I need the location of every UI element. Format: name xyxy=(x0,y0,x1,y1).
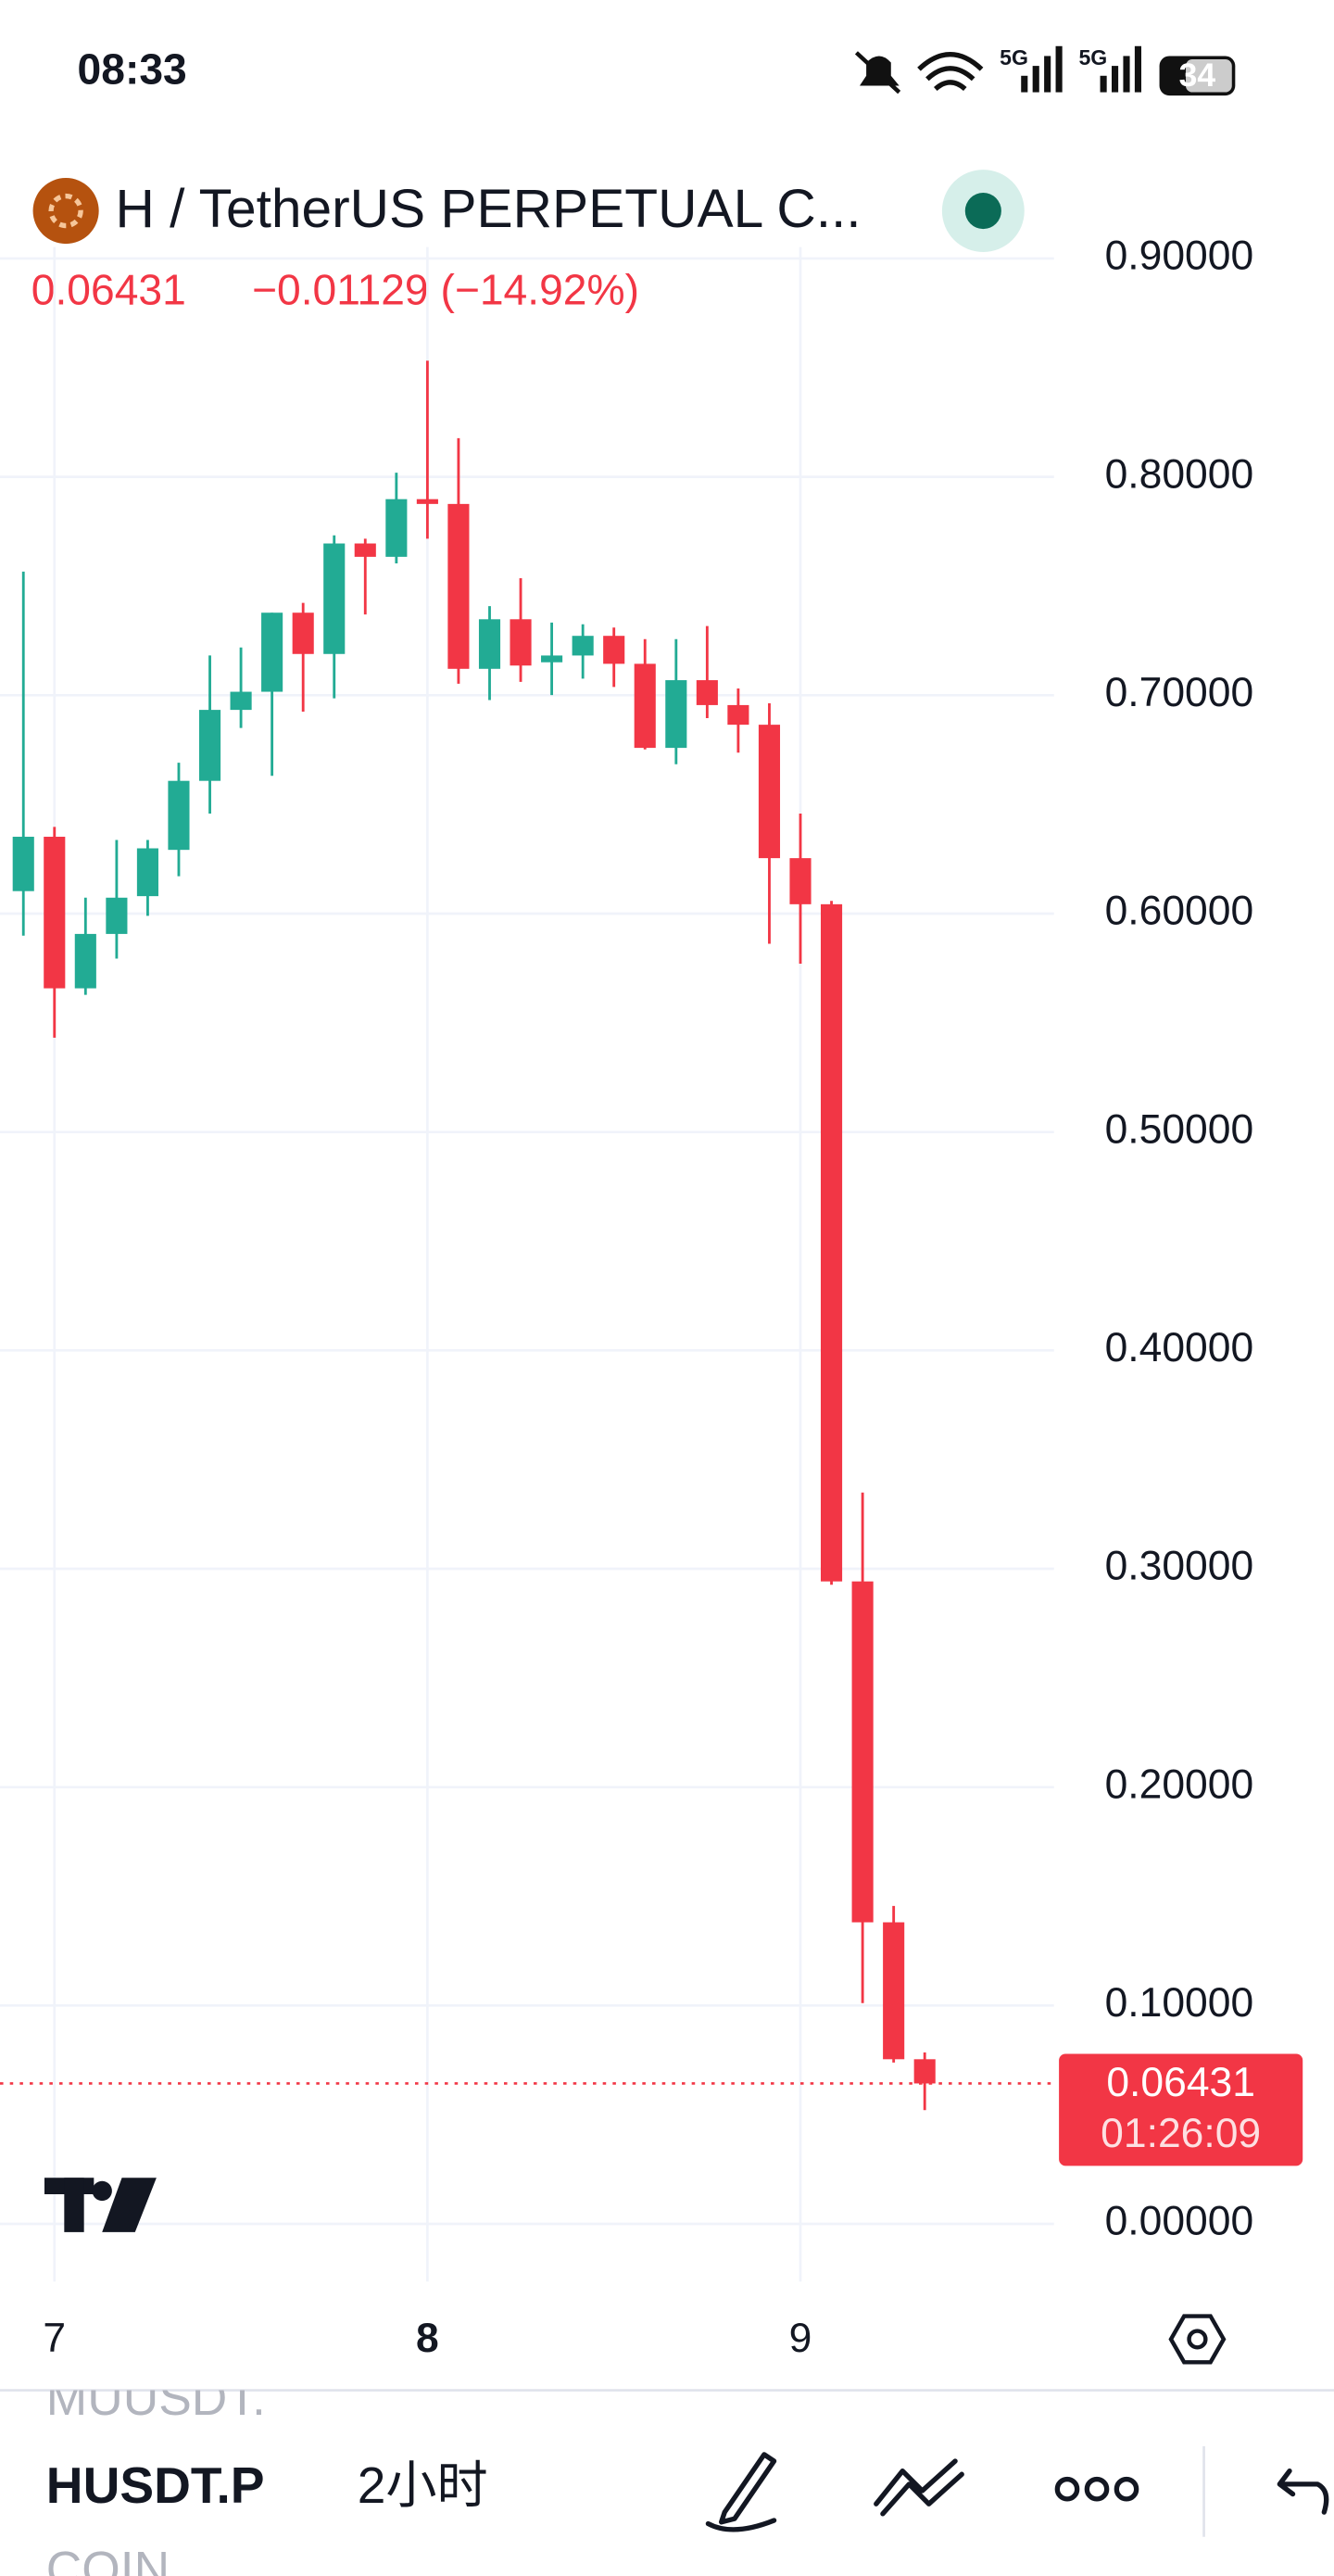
plot-area: 0.90000 0.80000 0.70000 0.60000 0.50000 0.400… xyxy=(0,234,1303,2361)
candle-body xyxy=(665,680,687,749)
y-tick-label: 0.40000 xyxy=(1105,1325,1254,1370)
candle-body xyxy=(572,636,594,656)
undo-button[interactable] xyxy=(1277,2469,1329,2515)
candle-body xyxy=(74,933,96,989)
draw-button[interactable] xyxy=(705,2452,777,2532)
candle-body xyxy=(416,499,438,504)
y-tick-label: 0.10000 xyxy=(1105,1980,1254,2026)
y-tick-label: 0.90000 xyxy=(1105,234,1254,279)
candle-body xyxy=(323,543,346,654)
indicators-button[interactable] xyxy=(874,2458,964,2517)
wifi-icon xyxy=(917,52,984,92)
coin-logo xyxy=(32,178,99,245)
market-status-dot xyxy=(964,193,1001,230)
candle-body xyxy=(198,710,221,781)
network-label: 5G xyxy=(1078,45,1107,69)
candle-body xyxy=(447,503,470,669)
candle-body xyxy=(851,1581,874,1923)
candle-body xyxy=(541,655,563,663)
y-tick-label: 0.00000 xyxy=(1105,2199,1254,2244)
candle-body xyxy=(106,897,128,934)
interval-button[interactable]: 2小时 xyxy=(358,2456,488,2514)
network-label: 5G xyxy=(1000,45,1028,69)
candle-body xyxy=(292,612,314,654)
candle-body xyxy=(603,636,625,664)
candle-countdown: 01:26:09 xyxy=(1101,2111,1261,2156)
candle-body xyxy=(261,612,283,692)
y-tick-label: 0.30000 xyxy=(1105,1544,1254,1589)
more-button[interactable] xyxy=(1114,2476,1139,2502)
coin-logo-mark xyxy=(48,193,83,229)
y-tick-label: 0.70000 xyxy=(1105,670,1254,715)
settings-icon xyxy=(1187,2329,1208,2350)
settings-button[interactable] xyxy=(1168,2314,1227,2365)
y-tick-label: 0.20000 xyxy=(1105,1762,1254,1807)
candle-body xyxy=(136,848,158,897)
candle-body xyxy=(913,2059,936,2084)
candle-body xyxy=(354,543,376,557)
status-icons xyxy=(854,45,1236,96)
toolbar: MUUSDT. COIN xyxy=(46,2371,266,2576)
candle-body xyxy=(883,1922,905,2060)
symbol-list-item[interactable]: COIN xyxy=(46,2543,170,2576)
last-price-badge xyxy=(1059,2053,1303,2166)
x-tick-label: 9 xyxy=(789,2316,812,2361)
x-tick-label: 8 xyxy=(416,2316,439,2361)
symbol-button[interactable]: HUSDT.P xyxy=(46,2456,265,2514)
last-price-badge-value: 0.06431 xyxy=(1106,2060,1255,2105)
candle-body xyxy=(385,499,408,557)
symbol-list-item[interactable]: MUUSDT. xyxy=(46,2371,266,2427)
candle-body xyxy=(789,858,812,904)
candle-body xyxy=(696,680,718,705)
candle-body xyxy=(44,837,66,989)
battery-level: 34 xyxy=(1179,57,1216,94)
candle-body xyxy=(820,903,843,1582)
price-change: −0.01129 (−14.92%) xyxy=(252,266,639,314)
y-tick-label: 0.80000 xyxy=(1105,451,1254,497)
candle-body xyxy=(230,691,252,711)
candle-body xyxy=(510,619,532,666)
candle-body xyxy=(478,619,501,669)
candle-body xyxy=(634,663,656,749)
candle-body xyxy=(12,837,34,891)
last-price: 0.06431 xyxy=(31,266,186,314)
mute-slash xyxy=(854,51,901,95)
tradingview-logo xyxy=(44,2178,157,2232)
candle-body xyxy=(758,725,781,859)
candle-body xyxy=(168,780,190,851)
y-tick-label: 0.50000 xyxy=(1105,1106,1254,1152)
y-tick-label: 0.60000 xyxy=(1105,889,1254,934)
x-tick-label: 7 xyxy=(43,2316,66,2361)
candle-body xyxy=(727,704,749,726)
chart-title: H / TetherUS PERPETUAL C... xyxy=(115,179,861,239)
status-time: 08:33 xyxy=(78,44,187,93)
